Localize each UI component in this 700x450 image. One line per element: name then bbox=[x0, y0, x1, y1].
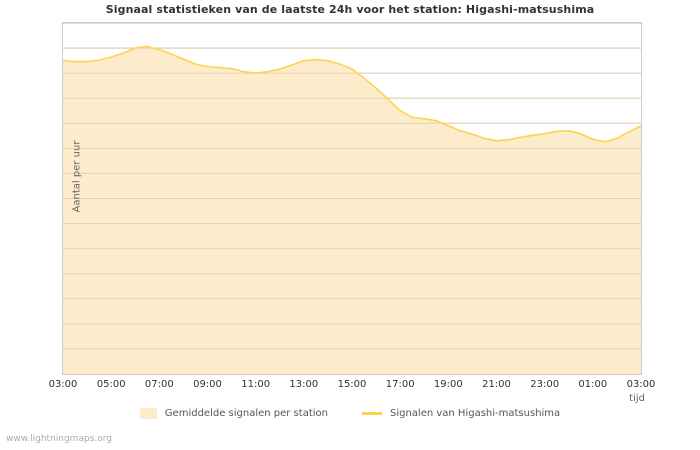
watermark-text: www.lightningmaps.org bbox=[6, 434, 112, 444]
x-axis-tick-label: 03:00 bbox=[626, 379, 656, 390]
legend-item-label: Signalen van Higashi-matsushima bbox=[389, 408, 561, 419]
x-axis-tick-label: 17:00 bbox=[385, 379, 415, 390]
x-axis-tick-label: 05:00 bbox=[96, 379, 126, 390]
legend-area-swatch-icon bbox=[139, 408, 157, 419]
x-axis-tick-label: 13:00 bbox=[289, 379, 319, 390]
x-axis-tick-label: 23:00 bbox=[530, 379, 560, 390]
y-axis-title: Aantal per uur bbox=[71, 140, 83, 213]
chart-plot-svg bbox=[63, 23, 641, 374]
x-axis-tick-label: 19:00 bbox=[433, 379, 463, 390]
legend-item-average[interactable]: Gemiddelde signalen per station bbox=[139, 408, 328, 419]
x-axis-tick-label: 21:00 bbox=[482, 379, 511, 390]
plot-area: Aantal per uur 0500100015002000250030003… bbox=[49, 22, 655, 404]
x-axis-tick-label: 09:00 bbox=[193, 379, 222, 390]
x-axis-tick-label: 01:00 bbox=[578, 379, 608, 390]
x-axis-tick-label: 07:00 bbox=[144, 379, 174, 390]
x-axis-title: tijd bbox=[629, 393, 645, 404]
x-axis-tick-label: 15:00 bbox=[337, 379, 367, 390]
legend-item-station[interactable]: Signalen van Higashi-matsushima bbox=[361, 408, 561, 419]
chart-title: Signaal statistieken van de laatste 24h … bbox=[105, 3, 595, 16]
legend-item-label: Gemiddelde signalen per station bbox=[164, 408, 328, 419]
chart-legend: Gemiddelde signalen per station Signalen… bbox=[0, 408, 700, 419]
legend-line-swatch-icon bbox=[361, 412, 382, 415]
x-axis-tick-label: 11:00 bbox=[241, 379, 271, 390]
x-axis-tick-label: 03:00 bbox=[48, 379, 78, 390]
